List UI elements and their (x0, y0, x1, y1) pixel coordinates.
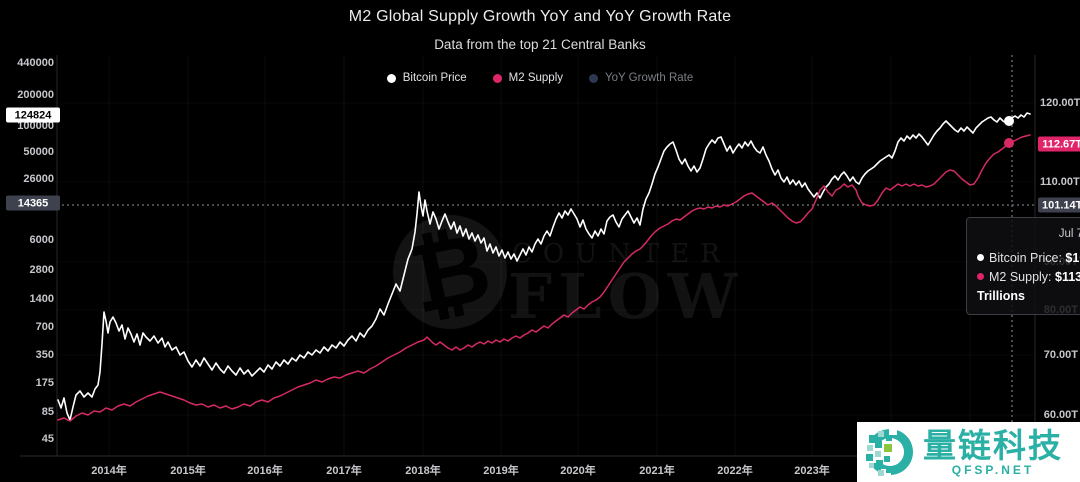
tooltip-row: Bitcoin Price: $108249 (977, 249, 1080, 268)
x-axis-tick: 2018年 (405, 465, 441, 477)
m2-last-value-badge: 112.67T (1038, 136, 1080, 152)
legend-dot (589, 73, 599, 83)
y-axis-tick-left: 26000 (23, 173, 54, 185)
legend-item-m2-supply[interactable]: M2 Supply (492, 72, 564, 84)
watermark-bitcoin-icon (393, 215, 507, 329)
chart-subtitle: Data from the top 21 Central Banks (434, 37, 646, 52)
bitcoin-last-price-badge: 124824 (6, 107, 60, 123)
tooltip-rows: Bitcoin Price: $108249 M2 Supply: $113 Tr… (977, 249, 1080, 306)
x-axis-tick: 2020年 (560, 465, 596, 477)
crosshair-right-value-badge: 101.14T (1038, 197, 1080, 213)
legend-label: M2 Supply (508, 72, 564, 84)
y-axis-tick-left: 350 (35, 349, 54, 361)
y-axis-tick-left: 6000 (29, 234, 54, 246)
y-axis-tick-right: 70.00T (1043, 349, 1078, 361)
x-axis-tick: 2019年 (483, 465, 519, 477)
qfsp-logo: 量链科技 QFSP.NET (857, 422, 1080, 482)
x-axis-tick: 2021年 (639, 465, 675, 477)
legend-item-yoy-growth-rate[interactable]: YoY Growth Rate (589, 72, 693, 84)
legend-dot (492, 73, 502, 83)
y-axis-tick-left: 50000 (23, 146, 54, 158)
m2-supply-line-marker (1004, 138, 1014, 148)
x-axis-tick: 2016年 (247, 465, 283, 477)
y-axis-tick-left: 200000 (17, 89, 54, 101)
y-axis-tick-left: 2800 (29, 264, 54, 276)
watermark-brand-top: COUNTER (512, 239, 731, 269)
x-axis-tick: 2015年 (170, 465, 206, 477)
legend-label: Bitcoin Price (402, 72, 467, 84)
y-axis-tick-right: 120.00T (1040, 97, 1080, 109)
bitcoin-price-line (57, 112, 1031, 421)
x-axis-tick: 2014年 (91, 465, 127, 477)
x-axis-tick: 2017年 (326, 465, 362, 477)
y-axis-tick-right: 110.00T (1040, 176, 1080, 188)
y-axis-tick-left: 100000 (17, 120, 54, 132)
tooltip-row: M2 Supply: $113 Trillions (977, 270, 1080, 303)
x-axis-tick: 2022年 (717, 465, 753, 477)
qfsp-logo-icon (865, 427, 913, 479)
y-axis-tick-left: 175 (35, 377, 54, 389)
legend-dot (386, 73, 396, 83)
y-axis-tick-left: 440000 (17, 57, 54, 69)
legend-item-bitcoin-price[interactable]: Bitcoin Price (386, 72, 467, 84)
tooltip-bullet-icon (977, 273, 984, 280)
bitcoin-price-line-marker (1004, 116, 1014, 126)
tooltip-date: Jul 7, 2025 (1058, 228, 1080, 240)
y-axis-tick-left: 700 (35, 321, 54, 333)
legend-label: YoY Growth Rate (605, 72, 694, 84)
y-axis-tick-left: 85 (41, 406, 54, 418)
qfsp-logo-site: QFSP.NET (951, 462, 1035, 477)
x-axis-tick: 2023年 (794, 465, 830, 477)
y-axis-tick-right: 60.00T (1043, 409, 1078, 421)
chart-title: M2 Global Supply Growth YoY and YoY Grow… (348, 8, 732, 25)
crosshair-tooltip: Jul 7, 2025 Bitcoin Price: $108249 M2 Sup… (966, 217, 1080, 315)
watermark-brand-bottom: FLOW (508, 260, 743, 333)
tooltip-bullet-icon (977, 254, 984, 261)
m2-supply-line (57, 134, 1031, 422)
y-axis-tick-left: 1400 (29, 293, 54, 305)
y-axis-tick-left: 45 (41, 433, 54, 445)
crosshair-left-value-badge: 14365 (6, 195, 60, 211)
legend: Bitcoin Price M2 Supply YoY Growth Rate (0, 72, 1080, 84)
qfsp-logo-name: 量链科技 (923, 425, 1063, 465)
